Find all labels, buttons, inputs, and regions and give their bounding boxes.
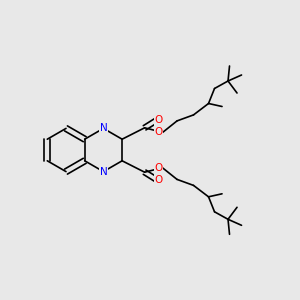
Text: O: O — [154, 175, 163, 185]
Text: N: N — [100, 167, 107, 177]
Text: N: N — [100, 123, 107, 134]
Text: O: O — [154, 115, 163, 125]
Text: O: O — [154, 127, 163, 137]
Text: O: O — [154, 163, 163, 173]
